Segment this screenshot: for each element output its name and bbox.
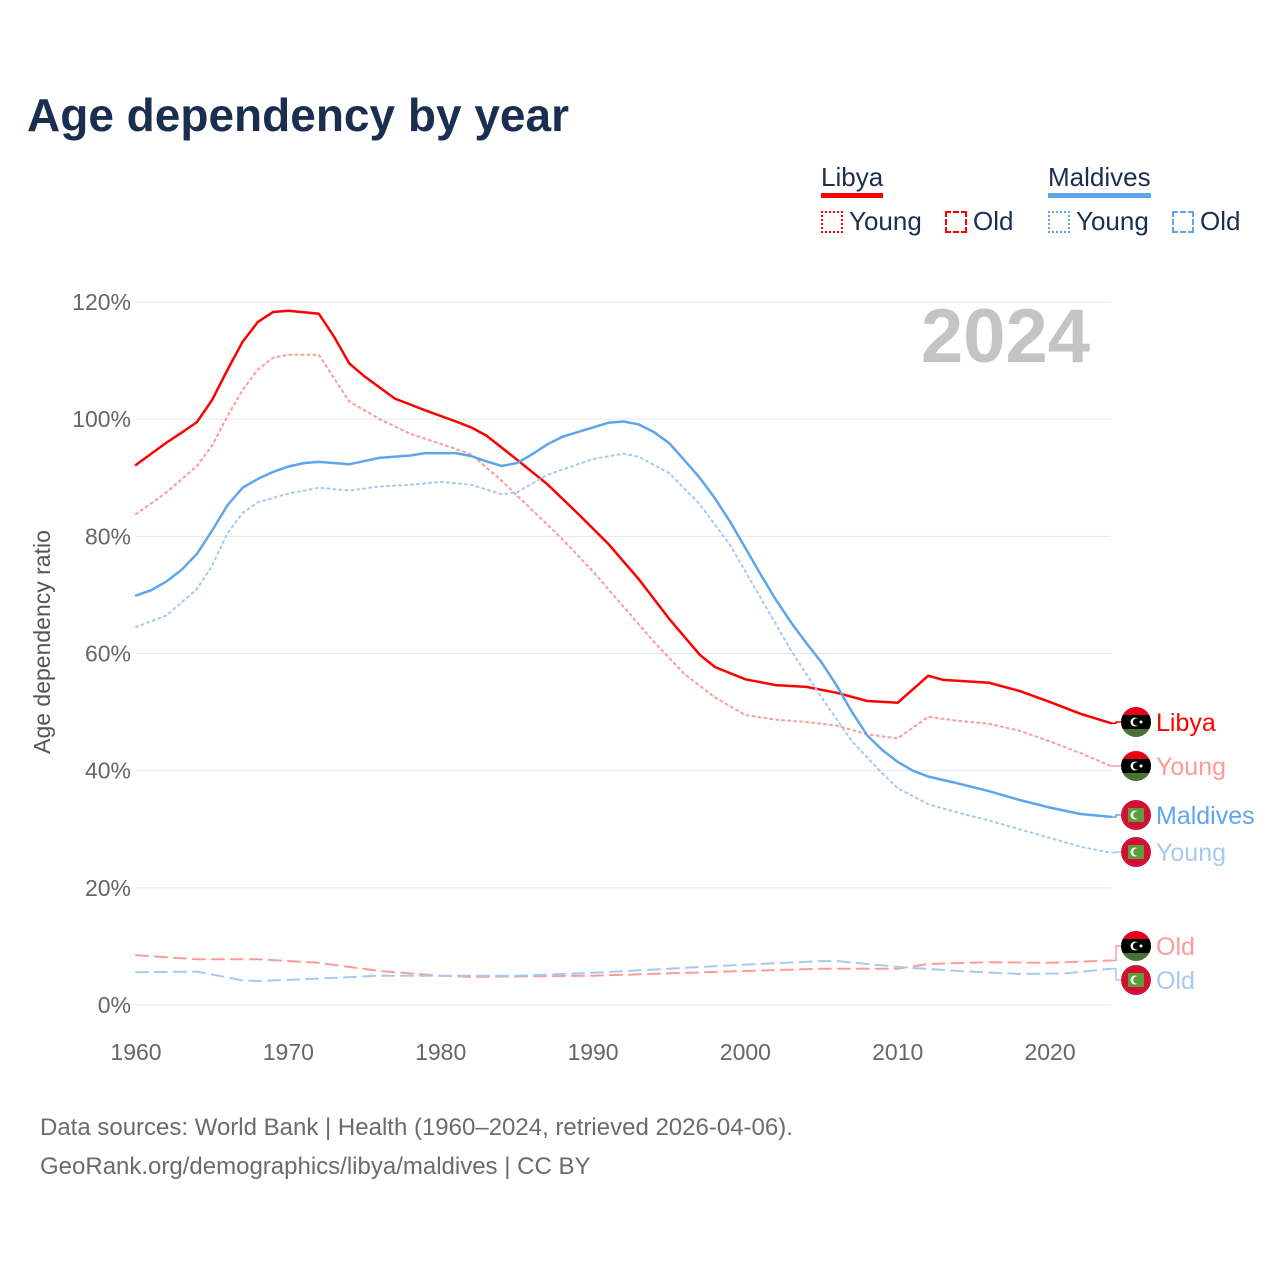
- attribution-link[interactable]: GeoRank.org/demographics/libya/maldives …: [40, 1153, 591, 1180]
- end-label-maldives: Maldives: [1156, 802, 1255, 830]
- x-tick-label: 1990: [567, 1039, 618, 1065]
- label-connector: [1111, 967, 1122, 981]
- libya-flag-icon: [1121, 751, 1151, 781]
- y-tick-label: 0%: [98, 992, 131, 1018]
- maldives-flag-icon: [1121, 837, 1151, 867]
- label-connector: [1111, 721, 1122, 724]
- y-tick-label: 20%: [85, 875, 131, 901]
- x-tick-label: 2000: [720, 1039, 771, 1065]
- page-title: Age dependency by year: [27, 89, 569, 141]
- x-tick-label: 1980: [415, 1039, 466, 1065]
- legend-libya-old[interactable]: Old: [945, 206, 1014, 236]
- x-tick-label: 2010: [872, 1039, 923, 1065]
- libya-flag-icon: [1121, 707, 1151, 737]
- end-label-libya: Libya: [1156, 709, 1216, 737]
- label-connector: [1111, 851, 1122, 854]
- legend-group-libya: Libya Young Old: [821, 162, 1030, 237]
- x-tick-label: 2020: [1024, 1039, 1075, 1065]
- x-tick-label: 1970: [263, 1039, 314, 1065]
- maldives-flag-icon: [1121, 965, 1151, 995]
- y-tick-label: 100%: [72, 406, 131, 432]
- series-line-maldives-young[interactable]: [135, 452, 1112, 854]
- legend-libya[interactable]: Libya: [821, 162, 884, 198]
- x-tick-label: 1960: [110, 1039, 161, 1065]
- series-line-maldives[interactable]: [134, 420, 1113, 819]
- label-connector: [1111, 814, 1122, 818]
- series-line-libya-young[interactable]: [135, 353, 1112, 767]
- y-tick-label: 120%: [72, 289, 131, 315]
- end-label-maldives-young: Young: [1156, 839, 1226, 867]
- maldives-flag-icon: [1121, 800, 1151, 830]
- series-line-libya[interactable]: [134, 309, 1113, 725]
- legend-maldives[interactable]: Maldives: [1048, 162, 1151, 198]
- y-axis-label: Age dependency ratio: [29, 530, 55, 754]
- legend-libya-young[interactable]: Young: [821, 206, 922, 236]
- data-source-text: Data sources: World Bank | Health (1960–…: [40, 1114, 793, 1141]
- legend-group-maldives: Maldives Young Old: [1048, 162, 1257, 237]
- footer: Data sources: World Bank | Health (1960–…: [40, 1108, 793, 1186]
- end-label-libya-young: Young: [1156, 753, 1226, 781]
- y-tick-label: 80%: [85, 523, 131, 549]
- watermark-year: 2024: [921, 294, 1090, 379]
- end-label-libya-old: Old: [1156, 933, 1195, 961]
- end-label-maldives-old: Old: [1156, 967, 1195, 995]
- label-connector: [1111, 945, 1122, 962]
- libya-flag-icon: [1121, 931, 1151, 961]
- y-tick-label: 40%: [85, 758, 131, 784]
- series-line-maldives-old[interactable]: [135, 960, 1112, 983]
- legend-maldives-old[interactable]: Old: [1172, 206, 1241, 236]
- series-line-libya-old[interactable]: [135, 954, 1112, 978]
- y-tick-label: 60%: [85, 641, 131, 667]
- legend-maldives-young[interactable]: Young: [1048, 206, 1149, 236]
